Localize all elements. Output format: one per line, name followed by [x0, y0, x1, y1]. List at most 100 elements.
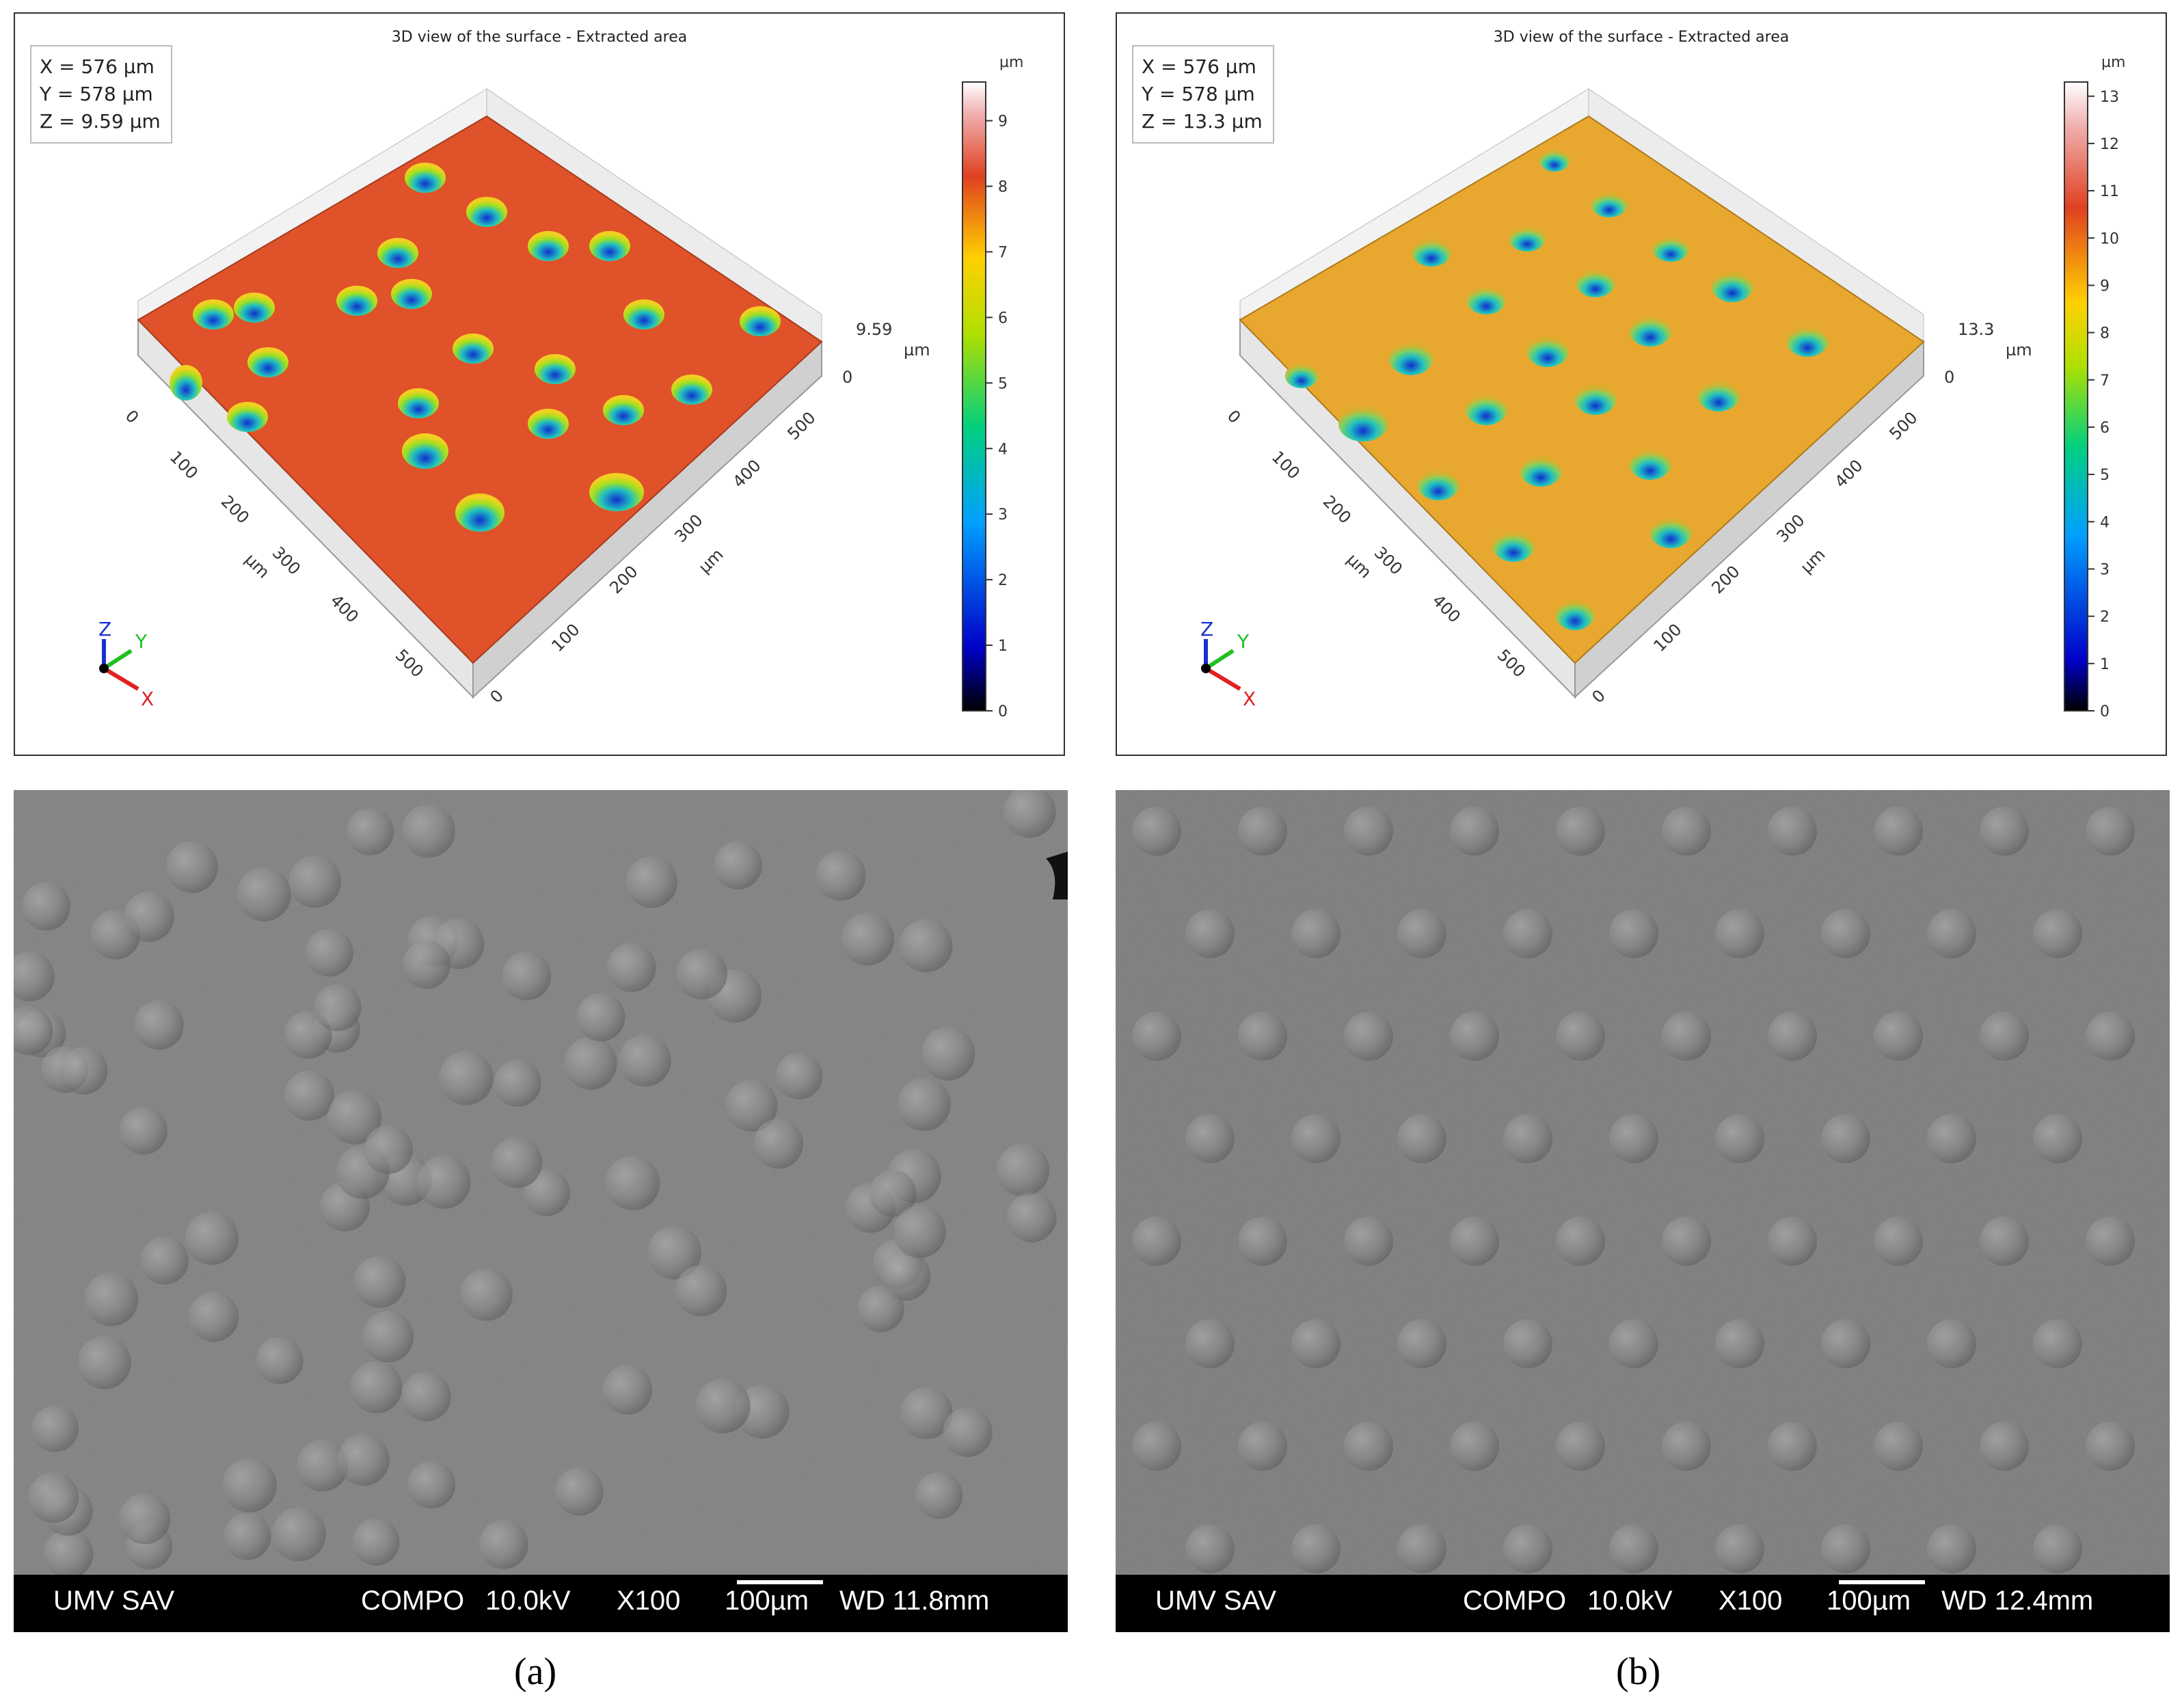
sem-bump: [346, 808, 394, 856]
sem-bump: [602, 1365, 653, 1415]
svg-text:400: 400: [327, 591, 362, 626]
coordinate-readout: X = 576 µm Y = 578 µm Z = 13.3 µm: [1132, 45, 1274, 144]
sem-bump: [460, 1268, 513, 1321]
sem-bump: [2086, 1217, 2135, 1266]
height-max-label: 13.3: [1958, 320, 1994, 339]
sem-bump: [2033, 1524, 2082, 1573]
sem-bump: [893, 1205, 946, 1258]
sem-bump: [1503, 1524, 1552, 1573]
colorbar-tick-label: 8: [998, 179, 1008, 196]
sem-bump: [576, 992, 625, 1042]
svg-text:300: 300: [269, 543, 304, 578]
sem-bump: [1185, 1524, 1235, 1573]
colorbar: [2064, 81, 2088, 711]
sem-bump: [1662, 1012, 1711, 1061]
sem-bump: [1768, 806, 1817, 856]
colorbar-tick-label: 11: [2100, 183, 2119, 200]
colorbar-tick-label: 2: [998, 572, 1008, 589]
y-axis-unit: µm: [695, 545, 727, 577]
sem-bump: [2086, 806, 2135, 856]
sem-bump: [284, 1070, 335, 1121]
colorbar-tick-label: 4: [998, 441, 1008, 458]
sem-bump: [1980, 1422, 2029, 1471]
sem-bump: [625, 856, 678, 908]
colorbar-tick-label: 4: [2100, 514, 2110, 531]
sem-bump: [1291, 1524, 1341, 1573]
svg-text:100: 100: [1268, 447, 1304, 483]
svg-text:300: 300: [1371, 543, 1406, 578]
svg-text:Y: Y: [1237, 630, 1250, 653]
sem-bump: [1609, 1319, 1658, 1368]
sem-bump: [816, 850, 866, 901]
colorbar-unit: µm: [2101, 54, 2125, 71]
sem-working-distance: WD 12.4mm: [1941, 1586, 2094, 1616]
surface-3d-view: 13.3 µm 0 0 100 200 300 400 500 µm 0 100…: [1200, 54, 2125, 720]
profilometry-panel-a: 3D view of the surface - Extracted area …: [14, 12, 1065, 756]
sem-features: [14, 790, 1057, 1575]
sem-bump: [900, 1387, 953, 1439]
sem-bump: [1132, 1422, 1181, 1471]
surface-3d-view: 9.59 µm 0 0 100 200 300 400 500 µm 0 100…: [98, 54, 1023, 720]
sem-bump: [77, 1336, 131, 1390]
x-axis-unit: µm: [241, 550, 273, 582]
sem-bump: [305, 928, 353, 977]
svg-text:0: 0: [1224, 406, 1245, 427]
y-readout: Y = 578 µm: [1142, 83, 1255, 105]
svg-text:0: 0: [122, 406, 143, 427]
sem-bump: [185, 1211, 239, 1265]
dimples: [1285, 150, 1828, 630]
sem-bump: [402, 940, 451, 989]
sem-bump: [59, 1046, 108, 1095]
sem-bump: [1927, 909, 1976, 958]
sem-bump: [1874, 1422, 1923, 1471]
sem-bump: [1450, 1422, 1499, 1471]
panel-title: 3D view of the surface - Extracted area: [391, 29, 688, 46]
sem-bump: [188, 1292, 239, 1342]
colorbar-tick-label: 12: [2100, 136, 2119, 153]
sem-bump: [224, 1513, 271, 1560]
dimples: [170, 163, 781, 532]
svg-text:X: X: [1243, 688, 1256, 710]
sem-micrograph: [14, 790, 1068, 1575]
height-unit-label: µm: [904, 340, 930, 360]
sem-bump: [494, 1059, 541, 1107]
sem-bump: [1238, 806, 1287, 856]
sem-bump: [1927, 1319, 1976, 1368]
sem-bump: [44, 1529, 94, 1575]
sem-bump: [1927, 1524, 1976, 1573]
sem-bump: [1238, 1422, 1287, 1471]
sem-bump: [1344, 1217, 1393, 1266]
colorbar-tick-label: 7: [2100, 372, 2110, 390]
sem-voltage: 10.0kV: [1587, 1586, 1673, 1616]
sem-scale-bar: [737, 1580, 823, 1584]
sem-bump: [165, 841, 218, 893]
sem-bump: [119, 1493, 171, 1545]
sem-bump: [880, 1251, 931, 1301]
sem-features: [1132, 806, 2135, 1573]
sem-bump: [1291, 1114, 1341, 1163]
sem-image-a: UMV SAV COMPO 10.0kV X100 100µm WD 11.8m…: [14, 790, 1068, 1632]
height-max-label: 9.59: [856, 320, 892, 339]
svg-text:Z: Z: [1200, 618, 1213, 640]
sem-bump: [352, 1518, 400, 1566]
sem-bump: [1609, 1524, 1658, 1573]
sem-bump: [417, 1155, 471, 1209]
sem-bump: [1715, 1319, 1764, 1368]
sem-bump: [491, 1137, 543, 1189]
sem-lab: UMV SAV: [53, 1586, 175, 1616]
sem-bump: [1715, 1114, 1764, 1163]
sem-bump: [725, 1079, 778, 1132]
svg-text:100: 100: [1649, 620, 1685, 655]
sem-bump: [1821, 1524, 1870, 1573]
z-readout: Z = 13.3 µm: [1142, 110, 1263, 133]
sem-bump: [1291, 1319, 1341, 1368]
y-axis-unit: µm: [1796, 545, 1829, 577]
svg-text:400: 400: [729, 456, 764, 491]
sem-bump: [2033, 909, 2082, 958]
colorbar-tick-label: 1: [998, 638, 1008, 655]
caption-b: (b): [1616, 1651, 1661, 1693]
sem-mode: COMPO: [1463, 1586, 1567, 1616]
sem-bump: [1185, 909, 1235, 958]
sem-bump: [1874, 806, 1923, 856]
sem-bump: [1768, 1217, 1817, 1266]
